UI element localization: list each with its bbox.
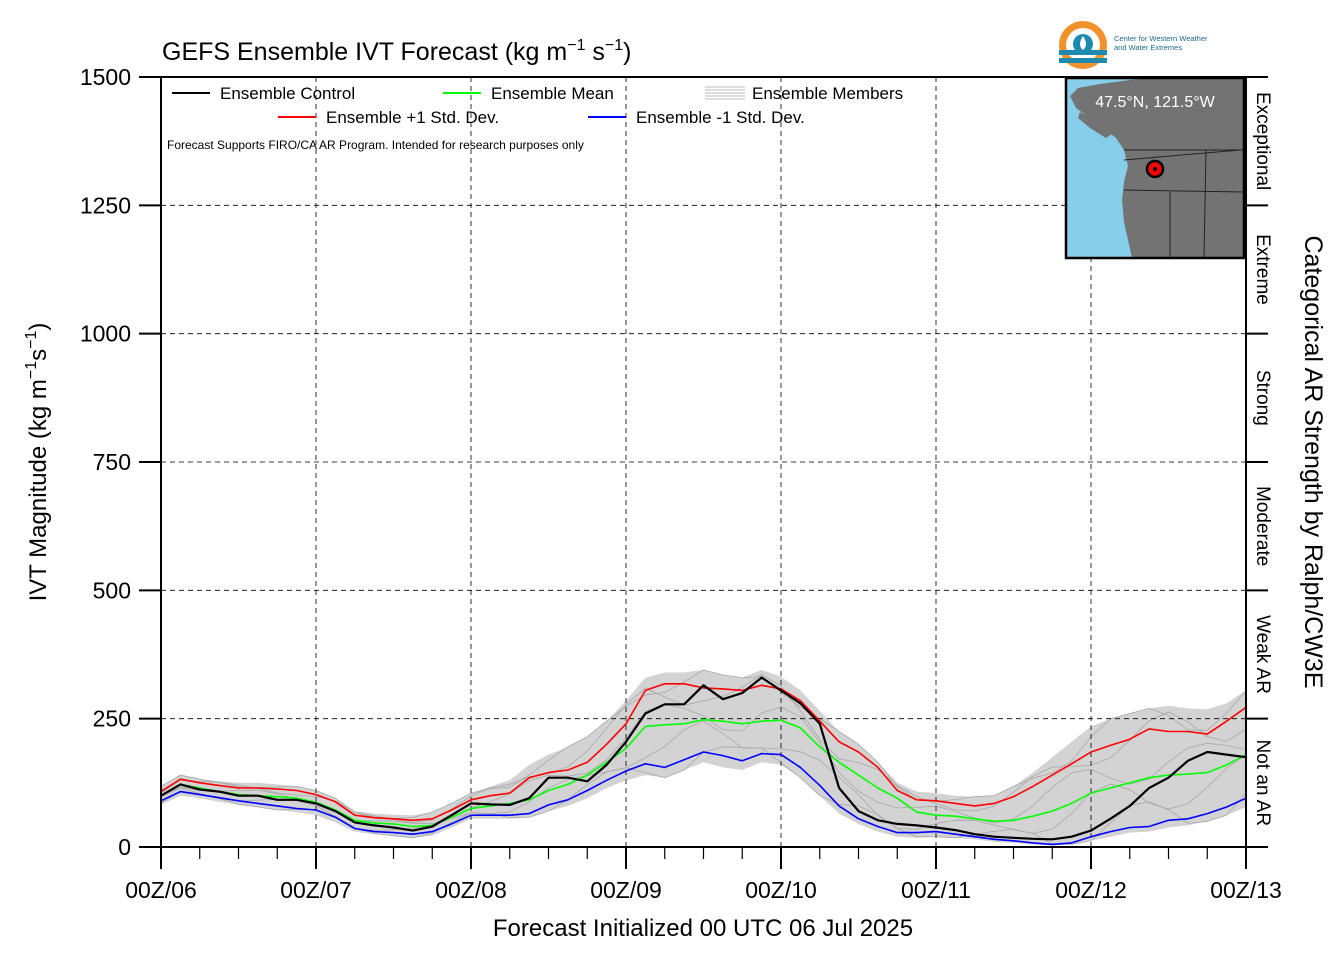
water-drop-icon	[1080, 36, 1086, 50]
axes: 0 250 500 750 1000 1250 1500 00Z/06 00Z/07 00Z/08…	[80, 64, 1282, 903]
legend-members: Ensemble Members	[752, 84, 903, 103]
y-tick-label: 1000	[80, 321, 131, 347]
ar-category-labels: Not an AR Weak AR Moderate Strong Extreme Exc…	[1252, 92, 1273, 826]
location-inset-map: 47.5°N, 121.5°W	[1064, 76, 1246, 260]
category-label: Weak AR	[1252, 615, 1273, 694]
inset-location-label: 47.5°N, 121.5°W	[1095, 94, 1215, 111]
category-label: Exceptional	[1252, 92, 1273, 190]
series-line-ensemble-mean	[160, 718, 1247, 828]
y-tick-label: 1500	[80, 64, 131, 90]
right-axis-label: Categorical AR Strength by Ralph/CW3E	[1299, 236, 1327, 689]
x-tick-label: 00Z/07	[280, 877, 352, 903]
series-line-ensemble-1-std-dev-	[160, 683, 1247, 822]
cw3e-logo: Center for Western Weather and Water Ext…	[1059, 21, 1208, 69]
x-tick-label: 00Z/13	[1210, 877, 1282, 903]
x-axis-label: Forecast Initialized 00 UTC 06 Jul 2025	[493, 915, 913, 942]
y-tick-label: 750	[93, 449, 131, 475]
logo-text-line1: Center for Western Weather	[1114, 34, 1208, 43]
category-label: Extreme	[1252, 234, 1273, 305]
y-tick-label: 500	[93, 577, 131, 603]
legend-minus-std: Ensemble -1 Std. Dev.	[636, 108, 805, 127]
members-envelope	[161, 669, 1246, 846]
series-line-ensemble-1-std-dev-	[160, 751, 1247, 846]
legend-control: Ensemble Control	[220, 84, 355, 103]
chart-title: GEFS Ensemble IVT Forecast (kg m−1 s−1)	[162, 37, 632, 66]
y-tick-label: 1250	[80, 192, 131, 218]
member-line	[160, 669, 1247, 820]
grid-lines	[161, 77, 1246, 847]
category-label: Not an AR	[1252, 740, 1273, 827]
legend-members-swatch	[705, 86, 745, 100]
category-label: Strong	[1252, 370, 1273, 426]
series-lines	[160, 676, 1247, 846]
x-tick-label: 00Z/08	[435, 877, 507, 903]
x-tick-label: 00Z/12	[1055, 877, 1127, 903]
y-tick-label: 250	[93, 706, 131, 732]
legend: Ensemble Control Ensemble Mean Ensemble …	[172, 84, 903, 127]
y-tick-label: 0	[118, 834, 131, 860]
disclaimer-text: Forecast Supports FIRO/CA AR Program. In…	[167, 138, 584, 152]
series-line-ensemble-control	[160, 676, 1247, 841]
x-tick-label: 00Z/06	[125, 877, 197, 903]
legend-mean: Ensemble Mean	[491, 84, 614, 103]
logo-text-line2: and Water Extremes	[1114, 43, 1182, 52]
x-tick-label: 00Z/10	[745, 877, 817, 903]
category-label: Moderate	[1252, 486, 1273, 566]
y-axis-label: IVT Magnitude (kg m−1s−1)	[23, 323, 52, 602]
x-tick-label: 00Z/11	[901, 877, 971, 903]
legend-plus-std: Ensemble +1 Std. Dev.	[326, 108, 499, 127]
ensemble-members-band	[161, 669, 1246, 846]
x-tick-label: 00Z/09	[590, 877, 662, 903]
